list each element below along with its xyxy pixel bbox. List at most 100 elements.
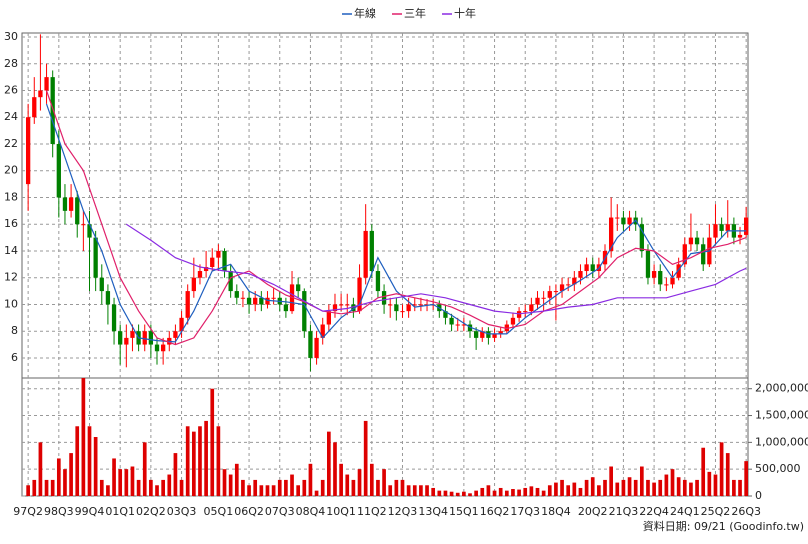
ma-line — [45, 90, 747, 346]
volume-bar — [228, 474, 233, 496]
volume-bar — [63, 469, 67, 496]
candle-body — [713, 224, 718, 238]
volume-bar — [480, 487, 485, 496]
volume-bar — [633, 479, 638, 496]
volume-bar — [406, 485, 411, 496]
candle-body — [492, 333, 497, 338]
volume-bar — [744, 461, 748, 496]
candle-body — [682, 244, 687, 265]
candle-body — [314, 337, 319, 358]
candle-body — [572, 277, 577, 285]
candle-body — [388, 304, 393, 306]
legend-label: 十年 — [454, 6, 476, 20]
candle-body — [240, 297, 246, 299]
volume-bar — [462, 491, 466, 496]
volume-bar — [333, 442, 337, 496]
volume-bar — [216, 426, 221, 496]
candle-body — [283, 304, 289, 312]
candle-body — [338, 304, 344, 306]
volume-bar — [732, 479, 736, 496]
volume-bar — [529, 486, 534, 496]
volume-bar — [615, 482, 620, 496]
candle-body — [32, 97, 37, 118]
volume-bar — [149, 479, 153, 496]
volume-bar — [302, 479, 307, 496]
volume-bar — [492, 490, 497, 496]
volume-bar — [511, 489, 515, 496]
x-tick-label: 99Q4 — [75, 505, 105, 518]
candle-body — [504, 324, 509, 332]
x-tick-label: 05Q1 — [204, 505, 234, 518]
volume-bar — [486, 485, 491, 496]
volume-bar — [504, 490, 509, 496]
legend-label: 三年 — [404, 6, 426, 20]
candle-body — [467, 324, 473, 332]
y-tick-label: 6 — [11, 351, 18, 364]
volume-bar — [535, 487, 540, 496]
volume-bar — [173, 453, 178, 496]
x-tick-label: 98Q3 — [44, 505, 74, 518]
volume-bar — [560, 479, 564, 496]
x-tick-label: 03Q3 — [167, 505, 197, 518]
x-tick-label: 18Q4 — [541, 505, 571, 518]
candle-body — [375, 271, 381, 292]
y-tick-label: 500,000 — [755, 462, 801, 475]
volume-bar — [155, 485, 159, 496]
x-tick-label: 24Q1 — [670, 505, 700, 518]
volume-bar — [394, 479, 399, 496]
volume-bar — [707, 471, 712, 496]
candle-body — [443, 311, 448, 318]
legend-label: 年線 — [354, 6, 376, 20]
candle-body — [320, 324, 325, 338]
candle-body — [737, 234, 743, 238]
candle-body — [296, 284, 301, 292]
volume-bar — [498, 487, 503, 496]
volume-bar — [590, 477, 595, 496]
candle-body — [400, 311, 405, 313]
volume-bar — [198, 426, 202, 496]
candle-body — [246, 297, 252, 305]
volume-bar — [204, 420, 208, 496]
volume-bar — [646, 479, 650, 496]
volume-bar — [689, 482, 693, 496]
volume-bar — [179, 479, 184, 496]
y-tick-label: 22 — [4, 137, 18, 150]
volume-bar — [652, 482, 656, 496]
volume-bar — [50, 479, 55, 496]
candle-body — [615, 217, 620, 219]
candle-body — [627, 217, 632, 225]
volume-bar — [247, 485, 251, 496]
candle-body — [559, 284, 565, 292]
plot-frame — [21, 32, 749, 497]
volume-bar — [339, 463, 343, 496]
y-tick-label: 26 — [4, 84, 18, 97]
candle-body — [744, 217, 749, 235]
x-tick-label: 11Q2 — [357, 505, 387, 518]
volume-bar — [676, 477, 681, 496]
y-tick-label: 24 — [4, 110, 18, 123]
volume-bar — [234, 463, 239, 496]
candle-body — [449, 317, 454, 325]
candle-body — [308, 331, 313, 358]
y-tick-label: 10 — [4, 297, 18, 310]
candle-body — [553, 291, 559, 293]
volume-bar — [584, 479, 589, 496]
volume-bar — [26, 485, 30, 496]
candle-body — [173, 331, 178, 338]
candle-body — [210, 257, 215, 268]
x-tick-label: 21Q3 — [609, 505, 639, 518]
candle-body — [590, 264, 595, 272]
volume-bar — [597, 485, 601, 496]
candle-body — [216, 250, 221, 258]
candle-body — [265, 297, 270, 305]
candle-body — [418, 304, 424, 306]
volume-bar — [265, 485, 270, 496]
x-tick-label: 01Q1 — [105, 505, 135, 518]
volume-bar — [136, 479, 141, 496]
y-tick-label: 20 — [4, 164, 18, 177]
candle-body — [130, 331, 135, 338]
volume-bar — [419, 485, 423, 496]
y-tick-label: 0 — [755, 489, 762, 502]
candle-body — [253, 297, 258, 305]
candle-body — [332, 304, 338, 312]
